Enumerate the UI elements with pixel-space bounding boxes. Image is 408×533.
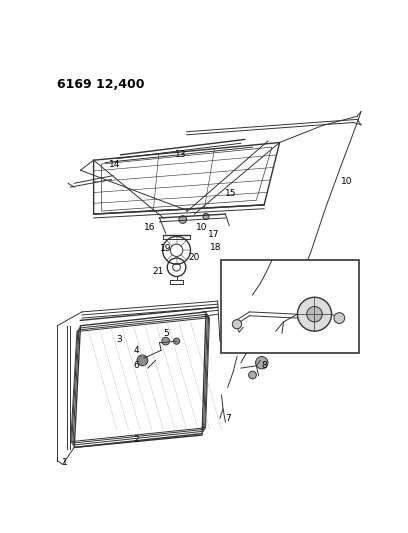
- Text: 15: 15: [225, 189, 237, 198]
- Text: 20: 20: [188, 254, 200, 262]
- Circle shape: [203, 213, 209, 220]
- Circle shape: [162, 337, 170, 345]
- Circle shape: [307, 306, 322, 322]
- Text: 8: 8: [261, 361, 267, 370]
- Text: 22: 22: [252, 343, 264, 352]
- Text: 9: 9: [236, 343, 242, 352]
- Text: 5: 5: [163, 329, 169, 338]
- Text: 7: 7: [225, 414, 231, 423]
- Circle shape: [179, 216, 186, 223]
- Text: 10: 10: [196, 223, 208, 232]
- Text: 11: 11: [225, 298, 237, 307]
- Text: 14: 14: [109, 159, 120, 168]
- Circle shape: [173, 338, 180, 344]
- Text: 1: 1: [62, 458, 68, 467]
- Circle shape: [297, 297, 332, 331]
- Text: 6: 6: [133, 361, 139, 370]
- Circle shape: [248, 371, 256, 379]
- Text: 10: 10: [292, 343, 303, 352]
- Text: 17: 17: [208, 230, 220, 239]
- Text: 8: 8: [329, 343, 335, 352]
- Text: 18: 18: [211, 243, 222, 252]
- Text: 2: 2: [133, 435, 139, 444]
- Circle shape: [137, 355, 148, 366]
- Bar: [222, 260, 359, 353]
- Text: 19: 19: [160, 244, 171, 253]
- Text: 16: 16: [144, 223, 156, 232]
- Text: 3: 3: [116, 335, 122, 344]
- Text: 12: 12: [228, 270, 239, 279]
- Circle shape: [232, 320, 242, 329]
- Circle shape: [255, 357, 268, 369]
- Circle shape: [334, 313, 345, 324]
- Text: 6169 12,400: 6169 12,400: [57, 78, 145, 91]
- Text: 4: 4: [133, 346, 139, 355]
- Text: 10: 10: [341, 176, 353, 185]
- Text: 13: 13: [175, 150, 187, 159]
- Text: 21: 21: [152, 268, 164, 276]
